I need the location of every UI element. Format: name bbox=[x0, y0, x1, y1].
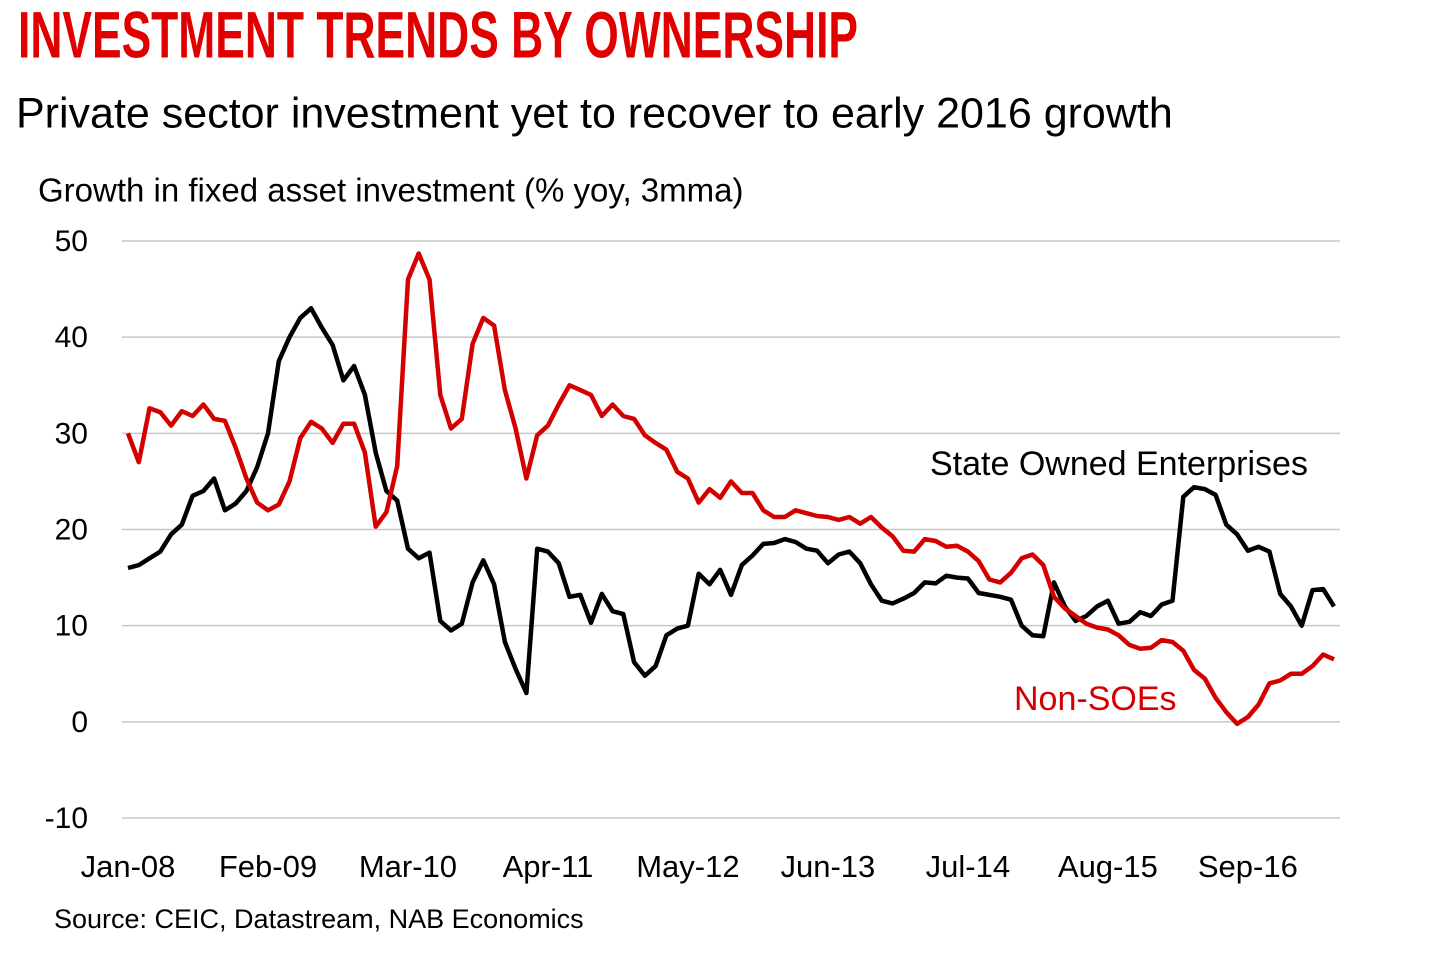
chart-subtitle: Private sector investment yet to recover… bbox=[16, 89, 1173, 137]
y-tick-label: 30 bbox=[55, 417, 88, 450]
y-tick-label: 20 bbox=[55, 513, 88, 546]
x-tick-label: Jun-13 bbox=[781, 849, 876, 884]
x-tick-label: Sep-16 bbox=[1198, 849, 1298, 884]
y-tick-label: 10 bbox=[55, 610, 88, 643]
y-tick-label: -10 bbox=[45, 802, 88, 835]
x-tick-label: Aug-15 bbox=[1058, 849, 1158, 884]
x-tick-label: Jul-14 bbox=[926, 849, 1010, 884]
y-tick-label: 40 bbox=[55, 321, 88, 354]
x-tick-label: Apr-11 bbox=[503, 849, 594, 884]
series-label: State Owned Enterprises bbox=[930, 445, 1308, 483]
y-tick-label: 50 bbox=[55, 225, 88, 258]
y-axis-title: Growth in fixed asset investment (% yoy,… bbox=[38, 172, 743, 209]
series-line bbox=[125, 251, 1335, 727]
source-note: Source: CEIC, Datastream, NAB Economics bbox=[54, 904, 584, 934]
y-tick-label: 0 bbox=[71, 706, 88, 739]
x-tick-label: Jan-08 bbox=[81, 849, 176, 884]
chart-title: INVESTMENT TRENDS BY OWNERSHIP bbox=[18, 0, 858, 71]
series-label: Non-SOEs bbox=[1014, 680, 1177, 718]
series-line bbox=[127, 306, 1336, 696]
x-tick-label: Mar-10 bbox=[359, 849, 457, 884]
x-tick-label: Feb-09 bbox=[219, 849, 317, 884]
x-tick-label: May-12 bbox=[636, 849, 739, 884]
